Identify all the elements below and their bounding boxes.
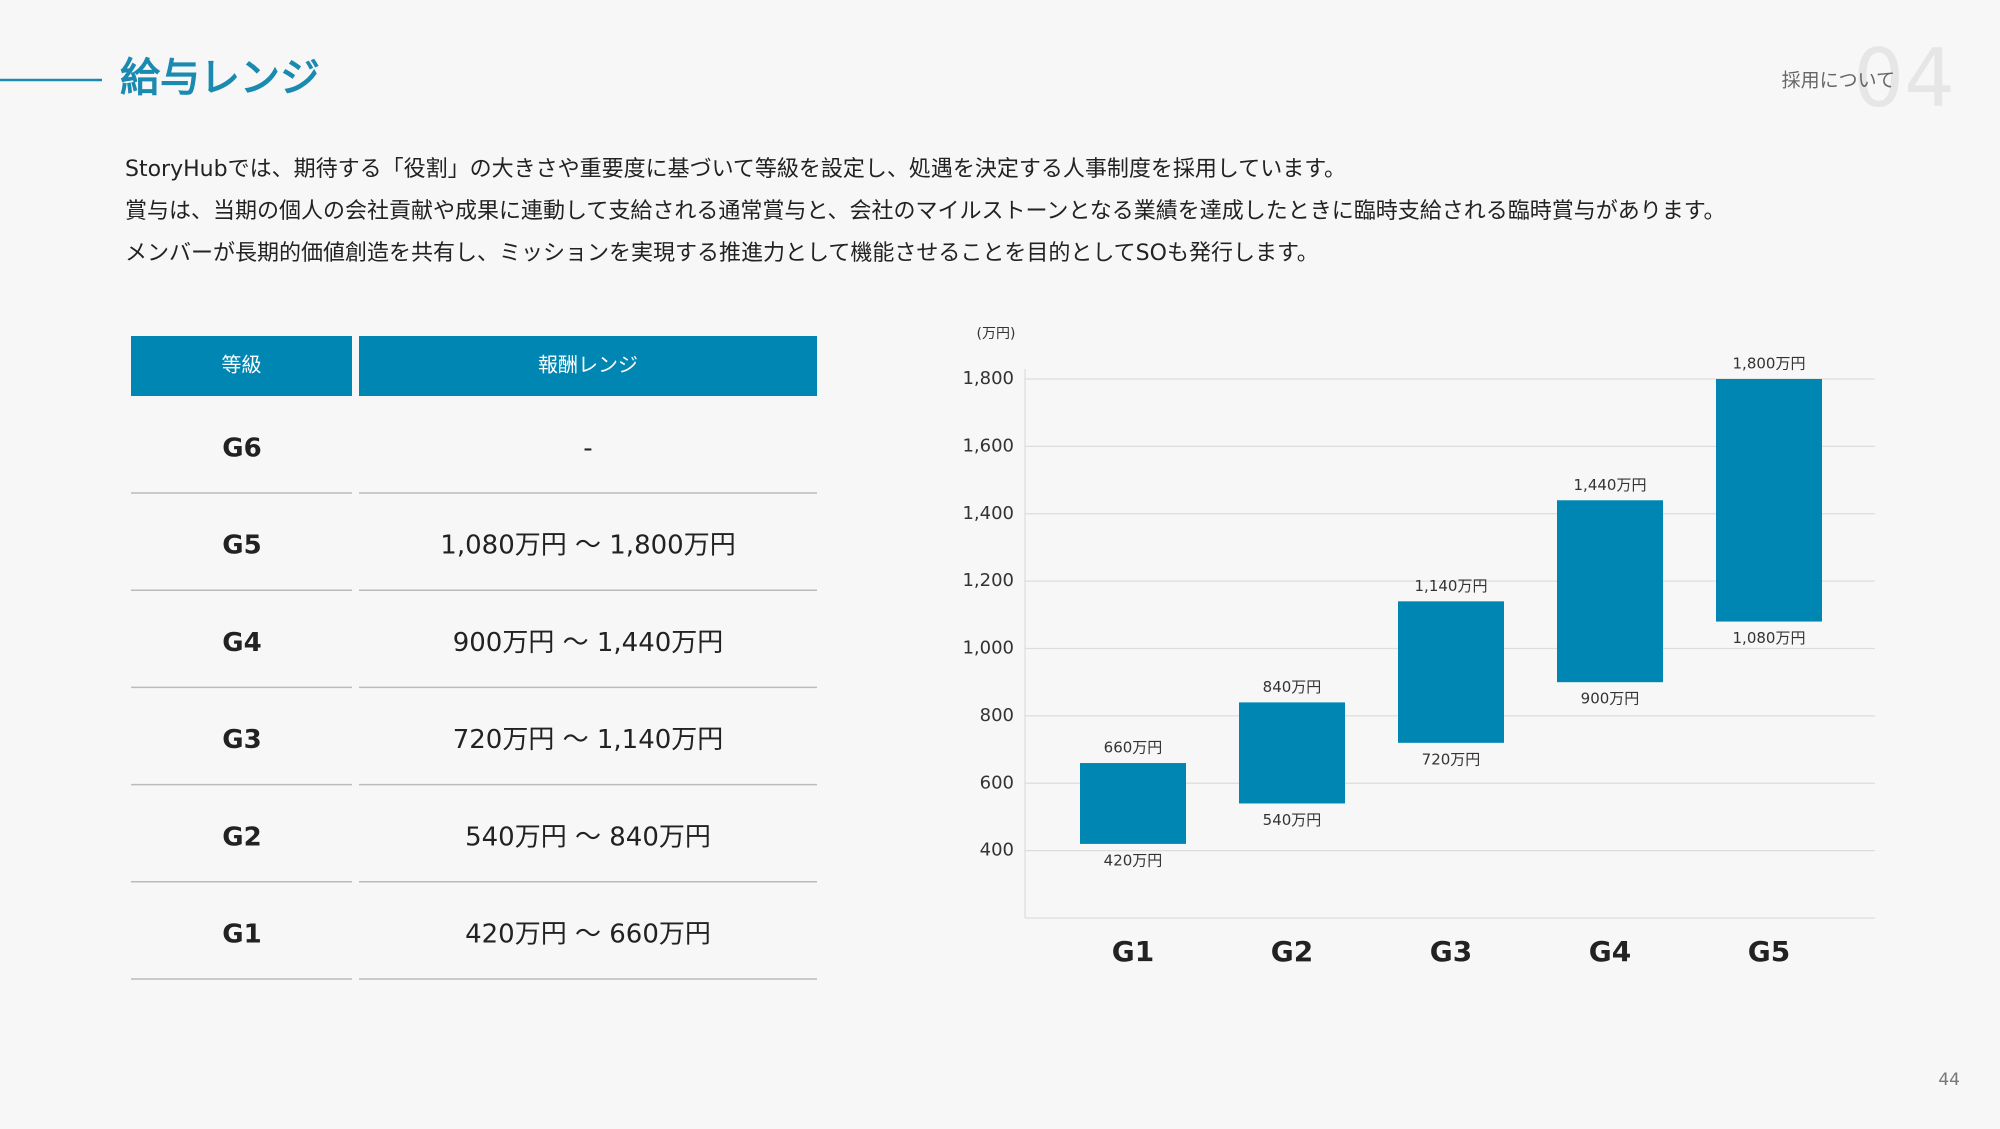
- y-tick-label: 800: [980, 705, 1014, 726]
- grade-cell: G2: [222, 822, 261, 852]
- page-number: 44: [1938, 1070, 1960, 1090]
- range-bar: [1716, 379, 1822, 622]
- y-tick-label: 1,200: [962, 570, 1014, 591]
- range-cell: -: [583, 434, 592, 464]
- table: 等級 報酬レンジ G6 - G5 1,080万円 〜 1,800万円 G4 900万円 〜 1…: [131, 336, 817, 980]
- table-header-text: 等級: [222, 353, 262, 377]
- high-label: 1,800万円: [1733, 355, 1806, 373]
- grade-cell: G4: [222, 628, 261, 658]
- range-bar: [1557, 500, 1663, 683]
- y-tick-label: 1,000: [962, 638, 1014, 659]
- table-header-cell: [131, 336, 352, 396]
- chart: (万円) 400 600 800 1,000 1,200 1,400 1,600 1,800 66…: [962, 326, 1875, 968]
- grade-cell: G1: [222, 920, 261, 950]
- high-label: 1,440万円: [1574, 476, 1647, 494]
- range-cell: 900万円 〜 1,440万円: [453, 628, 724, 658]
- y-tick-label: 400: [980, 840, 1014, 861]
- table-header-cell: [359, 336, 817, 396]
- high-label: 660万円: [1104, 739, 1163, 757]
- section: 採用について: [1782, 70, 1895, 92]
- title: 給与レンジ: [120, 55, 320, 101]
- body-line: メンバーが長期的価値創造を共有し、ミッションを実現する推進力として機能させること…: [125, 241, 1319, 266]
- range-bar: [1398, 601, 1504, 743]
- y-tick-label: 1,800: [962, 368, 1014, 389]
- range-cell: 1,080万円 〜 1,800万円: [440, 531, 735, 561]
- x-tick-label: G2: [1271, 935, 1313, 968]
- body-line: 賞与は、当期の個人の会社貢献や成果に連動して支給される通常賞与と、会社のマイルス…: [125, 199, 1726, 224]
- range-cell: 540万円 〜 840万円: [465, 822, 711, 852]
- x-tick-label: G3: [1430, 935, 1472, 968]
- range-cell: 420万円 〜 660万円: [465, 920, 711, 950]
- x-tick-label: G1: [1112, 935, 1154, 968]
- low-label: 540万円: [1263, 811, 1322, 829]
- body-line: StoryHubでは、期待する「役割」の大きさや重要度に基づいて等級を設定し、処…: [125, 157, 1346, 182]
- range-bar: [1080, 763, 1186, 844]
- high-label: 1,140万円: [1415, 577, 1488, 595]
- high-label: 840万円: [1263, 678, 1322, 696]
- x-tick-label: G5: [1748, 935, 1790, 968]
- section-number: 04: [1853, 32, 1955, 125]
- range-cell: 720万円 〜 1,140万円: [453, 725, 724, 755]
- low-label: 900万円: [1581, 690, 1640, 708]
- low-label: 1,080万円: [1733, 629, 1806, 647]
- table-header-text: 報酬レンジ: [538, 353, 638, 377]
- range-bar: [1239, 702, 1345, 804]
- y-tick-label: 1,400: [962, 503, 1014, 524]
- x-tick-label: G4: [1589, 935, 1631, 968]
- grade-cell: G3: [222, 725, 261, 755]
- unit-label: (万円): [977, 326, 1016, 342]
- y-tick-label: 1,600: [962, 435, 1014, 456]
- grade-cell: G5: [222, 531, 261, 561]
- y-tick-label: 600: [980, 772, 1014, 793]
- low-label: 420万円: [1104, 851, 1163, 869]
- low-label: 720万円: [1422, 750, 1481, 768]
- grade-cell: G6: [222, 434, 261, 464]
